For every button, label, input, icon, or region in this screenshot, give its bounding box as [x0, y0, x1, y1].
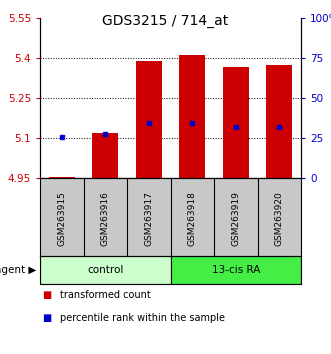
Text: ■: ■ [42, 313, 51, 322]
Text: GSM263916: GSM263916 [101, 191, 110, 246]
Text: GSM263919: GSM263919 [231, 191, 240, 246]
Bar [170, 256, 301, 284]
Text: GSM263918: GSM263918 [188, 191, 197, 246]
Text: percentile rank within the sample: percentile rank within the sample [60, 313, 225, 322]
Bar [49, 177, 75, 178]
Bar [223, 67, 249, 178]
Text: control: control [87, 265, 123, 275]
Bar [92, 133, 118, 178]
Text: GSM263915: GSM263915 [57, 191, 66, 246]
Text: 13-cis RA: 13-cis RA [212, 265, 260, 275]
Text: agent ▶: agent ▶ [0, 265, 36, 275]
Text: transformed count: transformed count [60, 290, 151, 299]
Bar [40, 256, 170, 284]
Text: GSM263917: GSM263917 [144, 191, 153, 246]
Bar [136, 61, 162, 178]
Bar [179, 55, 205, 178]
Text: GDS3215 / 714_at: GDS3215 / 714_at [102, 14, 229, 28]
Bar [266, 65, 292, 178]
Text: GSM263920: GSM263920 [275, 191, 284, 246]
Text: ■: ■ [42, 290, 51, 299]
